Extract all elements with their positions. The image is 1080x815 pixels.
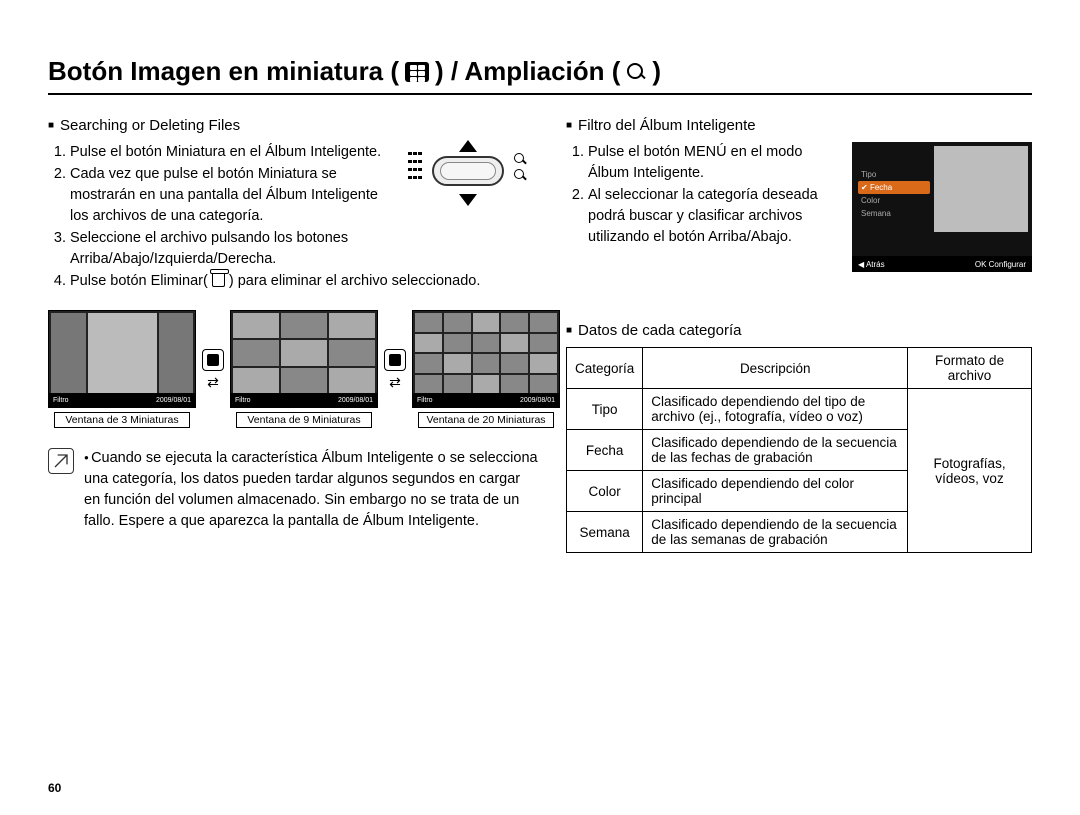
page-title: Botón Imagen en miniatura ( ) / Ampliaci…	[48, 56, 661, 87]
zoom-in-side	[508, 152, 532, 184]
photo-preview	[934, 146, 1028, 232]
page-number: 60	[48, 781, 61, 795]
note-box: Cuando se ejecuta la característica Álbu…	[48, 448, 538, 532]
menu-list: Tipo ✔ Fecha Color Semana	[858, 168, 930, 220]
transition-arrows: ⇄	[202, 349, 224, 389]
cell-format: Fotografías, vídeos, voz	[908, 389, 1032, 553]
table-header-row: Categoría Descripción Formato de archivo	[567, 348, 1032, 389]
col-header: Formato de archivo	[908, 348, 1032, 389]
two-column-layout: Searching or Deleting Files Pulse el bot…	[48, 117, 1032, 553]
magnify-small-icon	[513, 168, 527, 182]
left-column: Searching or Deleting Files Pulse el bot…	[48, 117, 538, 553]
col-header: Categoría	[567, 348, 643, 389]
cell-category: Tipo	[567, 389, 643, 430]
cell-category: Semana	[567, 512, 643, 553]
menu-item: Color	[858, 194, 930, 207]
menu-item: Semana	[858, 207, 930, 220]
screenshot-9-thumbs: Filtro2009/08/01 Ventana de 9 Miniaturas	[230, 310, 378, 428]
zoom-out-side	[404, 152, 428, 184]
cell-category: Fecha	[567, 430, 643, 471]
magnify-icon	[626, 62, 646, 82]
screenshot-caption: Ventana de 3 Miniaturas	[54, 412, 190, 428]
zoom-rocker-illustration	[398, 142, 538, 204]
step-item: Pulse botón Eliminar( ) para eliminar el…	[70, 271, 538, 292]
thumbnails-row: Filtro2009/08/01 Ventana de 3 Miniaturas…	[48, 310, 538, 428]
screenshot-caption: Ventana de 20 Miniaturas	[418, 412, 554, 428]
screenshot-20-thumbs: Filtro2009/08/01 Ventana de 20 Miniatura…	[412, 310, 560, 428]
cell-category: Color	[567, 471, 643, 512]
menu-item: Tipo	[858, 168, 930, 181]
cell-description: Clasificado dependiendo de la secuencia …	[643, 512, 908, 553]
screenshot-3-thumbs: Filtro2009/08/01 Ventana de 3 Miniaturas	[48, 310, 196, 428]
screenshot-caption: Ventana de 9 Miniaturas	[236, 412, 372, 428]
rocker-body	[432, 156, 504, 186]
cell-description: Clasificado dependiendo del color princi…	[643, 471, 908, 512]
right-column: Filtro del Álbum Inteligente Tipo ✔ Fech…	[566, 117, 1032, 553]
right-section-heading-2: Datos de cada categoría	[566, 322, 1032, 339]
transition-arrows: ⇄	[384, 349, 406, 389]
note-text: Cuando se ejecuta la característica Álbu…	[84, 448, 538, 532]
left-section-heading: Searching or Deleting Files	[48, 117, 538, 134]
magnify-small-icon	[513, 152, 527, 166]
right-section-heading-1: Filtro del Álbum Inteligente	[566, 117, 1032, 134]
menu-item-selected: ✔ Fecha	[858, 181, 930, 194]
title-part1: Botón Imagen en miniatura (	[48, 56, 399, 87]
note-icon	[48, 448, 74, 474]
button-icon	[384, 349, 406, 371]
trash-icon	[212, 273, 225, 287]
cell-description: Clasificado dependiendo de la secuencia …	[643, 430, 908, 471]
bottom-bar: ◀ Atrás OK Configurar	[852, 256, 1032, 272]
table-row: Tipo Clasificado dependiendo del tipo de…	[567, 389, 1032, 430]
page-title-row: Botón Imagen en miniatura ( ) / Ampliaci…	[48, 56, 1032, 95]
arrow-up-icon	[459, 140, 477, 152]
step-item: Seleccione el archivo pulsando los boton…	[70, 228, 538, 270]
title-part2: ) / Ampliación (	[435, 56, 620, 87]
filter-menu-screenshot: Tipo ✔ Fecha Color Semana ◀ Atrás OK Con…	[852, 142, 1032, 272]
thumbnail-icon	[405, 62, 429, 82]
arrow-down-icon	[459, 194, 477, 206]
col-header: Descripción	[643, 348, 908, 389]
cell-description: Clasificado dependiendo del tipo de arch…	[643, 389, 908, 430]
title-part3: )	[652, 56, 661, 87]
button-icon	[202, 349, 224, 371]
category-table: Categoría Descripción Formato de archivo…	[566, 347, 1032, 553]
